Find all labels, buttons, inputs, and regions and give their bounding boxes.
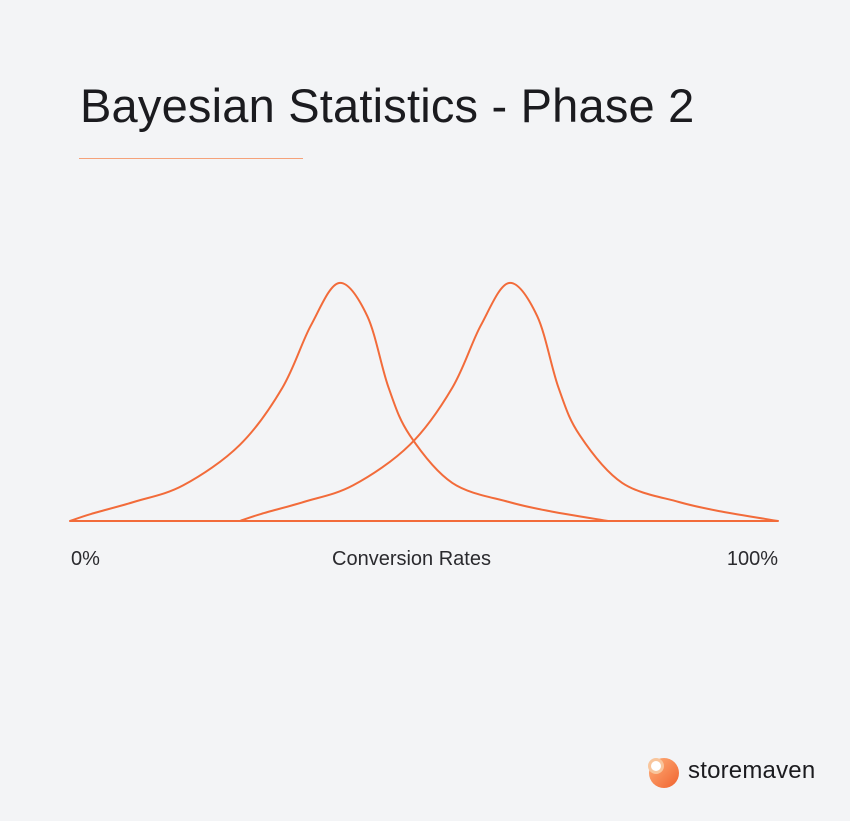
storemaven-logo-icon	[648, 758, 679, 788]
distribution-curve-1	[69, 281, 610, 522]
x-tick-label-max: 100%	[726, 548, 778, 570]
x-tick-label-min: 0%	[71, 548, 100, 570]
x-axis-label: Conversion Rates	[332, 548, 491, 570]
brand-name: storemaven	[688, 757, 816, 784]
brand: storemaven	[644, 753, 815, 789]
distribution-curve-2	[238, 281, 779, 522]
title-underline	[79, 158, 303, 159]
series-layer	[69, 281, 779, 522]
page-title: Bayesian Statistics - Phase 2	[80, 79, 695, 132]
